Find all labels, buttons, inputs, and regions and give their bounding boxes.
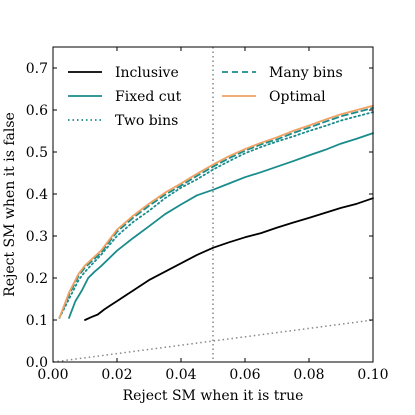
y-tick-label: 0.7 <box>26 61 48 77</box>
plot-area <box>52 47 374 363</box>
series-line-fixed-cut <box>68 132 374 319</box>
y-axis-label: Reject SM when it is false <box>2 112 18 297</box>
y-tick-label: 0.2 <box>26 271 48 287</box>
legend-label-inclusive: Inclusive <box>115 65 179 81</box>
plot-frame <box>52 46 374 363</box>
legend-label-fixed-cut: Fixed cut <box>115 89 182 105</box>
legend-label-many-bins: Many bins <box>269 65 343 81</box>
y-tick-label: 0.3 <box>26 229 48 245</box>
x-axis-label: Reject SM when it is true <box>123 388 304 404</box>
x-tick-label: 0.02 <box>101 367 132 383</box>
y-tick-label: 0.0 <box>26 355 48 371</box>
legend-label-optimal: Optimal <box>269 89 326 105</box>
y-tick-label: 0.6 <box>26 103 48 119</box>
y-tick-label: 0.1 <box>26 313 48 329</box>
series-line-many-bins <box>58 107 374 319</box>
x-tick-label: 0.00 <box>37 367 68 383</box>
series-line-two-bins <box>58 111 374 319</box>
series-line-inclusive <box>84 197 374 321</box>
legend-label-two-bins: Two bins <box>115 113 178 129</box>
x-tick-label: 0.08 <box>293 367 324 383</box>
y-tick-label: 0.4 <box>26 187 48 203</box>
y-tick-label: 0.5 <box>26 145 48 161</box>
axes: 0.00 0.02 0.04 0.06 0.08 0.10 0.0 0.1 0.2 0.3 0.4 0… <box>26 46 389 383</box>
series-line-optimal <box>58 104 374 319</box>
x-tick-label: 0.10 <box>357 367 388 383</box>
x-tick-label: 0.04 <box>165 367 196 383</box>
x-tick-label: 0.06 <box>229 367 260 383</box>
legend: Inclusive Fixed cut Two bins Many bins Optim… <box>68 65 343 129</box>
